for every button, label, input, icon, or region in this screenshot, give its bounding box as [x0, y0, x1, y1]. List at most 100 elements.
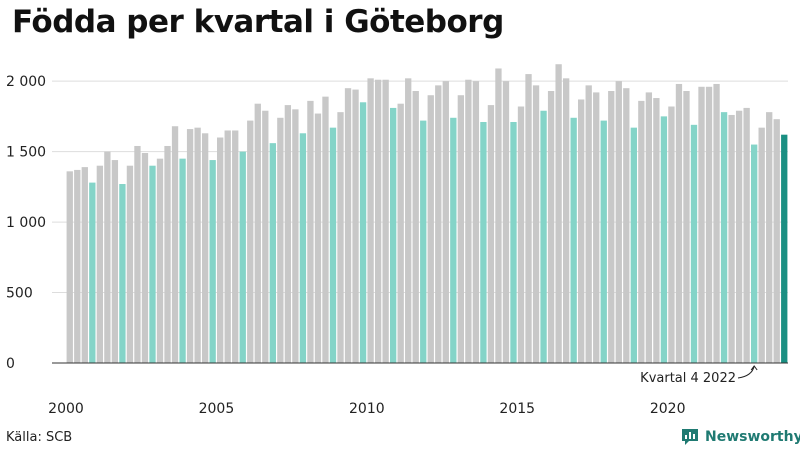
bar — [653, 98, 660, 364]
bar — [179, 158, 186, 363]
y-tick-label: 0 — [6, 356, 15, 372]
bar — [337, 112, 344, 363]
bar — [547, 91, 555, 363]
bar — [209, 160, 216, 363]
bar — [412, 91, 419, 363]
bar — [487, 105, 495, 363]
bar — [217, 137, 224, 363]
bars — [66, 64, 788, 364]
bar — [247, 120, 254, 363]
bar — [502, 81, 510, 363]
x-axis-tick-labels: 2000 2005 2010 2015 2020 — [48, 401, 685, 417]
bar — [119, 184, 126, 363]
bar — [585, 85, 592, 364]
bar — [141, 153, 149, 363]
bar — [735, 110, 743, 363]
bar — [675, 83, 683, 364]
bar — [510, 122, 517, 363]
bar — [420, 120, 427, 363]
bar — [352, 89, 359, 363]
bar — [570, 117, 577, 363]
bar — [262, 110, 269, 363]
bar — [269, 143, 276, 363]
bar — [329, 127, 337, 364]
bar — [390, 107, 397, 363]
bar — [517, 106, 525, 363]
x-tick-label: 2015 — [499, 401, 535, 417]
bar — [465, 79, 472, 363]
bar — [254, 103, 261, 363]
bar — [495, 68, 502, 364]
bar — [405, 78, 412, 363]
bar — [472, 81, 480, 363]
bar — [713, 83, 720, 364]
bar — [156, 158, 164, 363]
brand-logo[interactable]: Newsworthy — [680, 427, 800, 447]
bar — [540, 110, 547, 363]
bar — [751, 144, 758, 363]
y-axis-tick-labels: 0 500 1 000 1 500 2 000 — [6, 74, 46, 372]
bar — [314, 113, 322, 363]
bar — [397, 103, 404, 363]
bar — [367, 78, 374, 363]
bar — [96, 165, 104, 363]
bar — [344, 88, 352, 363]
bar — [532, 85, 540, 364]
bar — [555, 64, 562, 363]
y-tick-label: 1 500 — [6, 145, 46, 161]
x-tick-label: 2005 — [199, 401, 235, 417]
brand-name: Newsworthy — [705, 429, 800, 445]
bar — [593, 92, 600, 363]
bar — [442, 81, 449, 363]
bar — [427, 95, 434, 363]
bar — [773, 119, 780, 363]
bar — [758, 127, 765, 364]
bar — [638, 100, 645, 364]
bar — [728, 114, 735, 364]
bar — [600, 120, 607, 363]
bar — [224, 130, 231, 363]
bar — [623, 88, 630, 363]
bar — [66, 171, 73, 363]
bar — [668, 106, 675, 363]
source-note: Källa: SCB — [6, 430, 73, 445]
bar — [705, 86, 713, 363]
bar — [164, 145, 171, 363]
bar — [450, 117, 457, 363]
bar — [457, 95, 465, 363]
bar — [171, 126, 179, 364]
bar — [239, 151, 246, 363]
bar — [578, 99, 585, 364]
bar — [630, 127, 637, 364]
bar — [690, 124, 698, 363]
bar — [781, 134, 788, 363]
bar — [660, 116, 668, 364]
bar — [698, 86, 705, 363]
bar — [359, 102, 367, 363]
bar — [615, 81, 622, 363]
x-tick-label: 2000 — [48, 401, 84, 417]
bar — [89, 182, 96, 363]
bar — [683, 91, 690, 363]
bar — [201, 133, 209, 363]
bar-chart: 0 500 1 000 1 500 2 000 2000 2005 2010 2015 2020… — [6, 64, 788, 417]
bar — [81, 167, 88, 363]
bar — [111, 160, 119, 363]
bar — [374, 79, 382, 363]
bar — [74, 169, 81, 363]
bar — [194, 127, 201, 364]
bar — [645, 92, 653, 363]
bar — [307, 100, 314, 364]
bar — [608, 91, 615, 363]
bar — [284, 105, 292, 363]
bar — [186, 129, 194, 363]
bar — [766, 112, 773, 363]
x-tick-label: 2010 — [349, 401, 385, 417]
newsworthy-logo-icon — [682, 429, 698, 445]
bar — [277, 117, 284, 363]
bar — [480, 122, 487, 363]
y-tick-label: 1 000 — [6, 215, 46, 231]
bar — [382, 79, 389, 363]
bar — [743, 107, 750, 363]
bar — [435, 85, 442, 364]
